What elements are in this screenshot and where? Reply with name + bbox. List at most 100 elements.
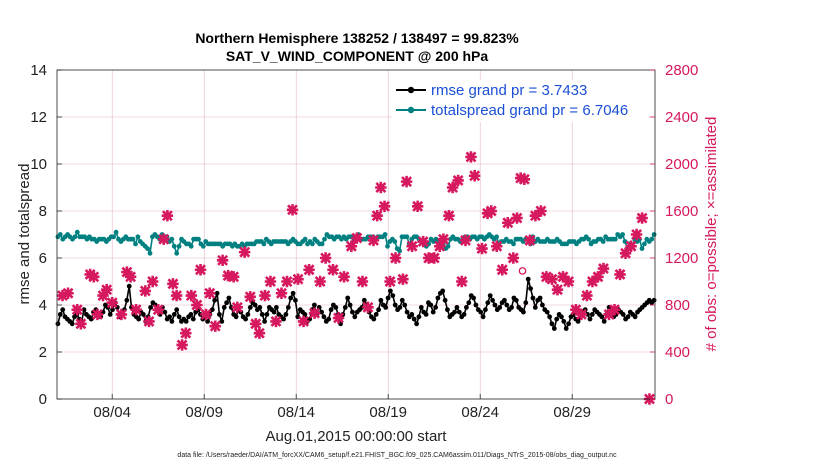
y-left-tick-label: 0 <box>39 391 47 408</box>
obs-assimilated-marker <box>367 234 380 247</box>
y-right-tick-label: 800 <box>665 297 690 314</box>
rmse-marker <box>293 297 298 303</box>
obs-assimilated-marker <box>437 233 450 245</box>
rmse-marker <box>224 300 230 306</box>
totalspread-marker <box>57 232 63 237</box>
obs-assimilated-marker <box>115 308 128 321</box>
obs-assimilated-marker <box>378 200 391 212</box>
obs-assimilated-marker <box>608 304 621 316</box>
rmse-marker <box>388 288 393 294</box>
obs-assimilated-marker <box>351 232 363 244</box>
rmse-marker <box>454 305 460 310</box>
y-right-tick-label: 0 <box>665 391 673 408</box>
x-tick-label: 08/14 <box>277 404 315 421</box>
rmse-marker <box>502 297 507 303</box>
rmse-marker <box>554 316 560 322</box>
obs-assimilated-marker <box>535 205 547 217</box>
obs-assimilated-marker <box>139 285 152 297</box>
y-right-tick-label: 400 <box>665 344 690 361</box>
obs-assimilated-marker <box>161 210 174 222</box>
obs-assimilated-marker <box>491 240 503 252</box>
obs-assimilated-marker <box>614 268 626 281</box>
obs-assimilated-marker <box>227 271 240 283</box>
obs-assimilated-marker <box>406 240 418 252</box>
rmse-marker <box>171 312 177 317</box>
rmse-marker <box>385 295 391 301</box>
rmse-marker <box>126 283 132 289</box>
obs-assimilated-marker <box>327 264 339 276</box>
rmse-marker <box>347 302 353 308</box>
totalspread-marker <box>188 243 194 249</box>
rmse-marker <box>466 300 472 306</box>
rmse-marker <box>561 319 567 324</box>
rmse-marker <box>490 297 495 303</box>
y-left-tick-label: 8 <box>39 203 47 220</box>
obs-assimilated-marker <box>502 217 514 229</box>
rmse-marker <box>473 302 479 308</box>
obs-assimilated-marker <box>446 181 459 194</box>
obs-assimilated-marker <box>204 287 216 299</box>
obs-assimilated-marker <box>158 233 170 245</box>
rmse-marker <box>433 305 438 310</box>
rmse-marker <box>321 314 327 320</box>
obs-assimilated-marker <box>581 289 593 302</box>
obs-assimilated-marker <box>152 304 164 316</box>
obs-assimilated-marker <box>209 320 221 332</box>
obs-assimilated-marker <box>411 200 424 212</box>
y-right-tick-label: 2000 <box>665 156 698 173</box>
obs-assimilated-marker <box>308 307 321 319</box>
rmse-marker <box>478 309 484 315</box>
obs-assimilated-marker <box>259 289 271 302</box>
rmse-marker <box>589 312 595 317</box>
obs-assimilated-marker <box>562 275 575 288</box>
chart-title-line2: SAT_V_WIND_COMPONENT @ 200 hPa <box>226 48 489 64</box>
obs-assimilated-marker <box>167 278 179 290</box>
rmse-marker <box>445 307 450 313</box>
rmse-marker <box>264 312 270 317</box>
obs-assimilated-marker <box>286 204 299 216</box>
y-left-tick-label: 14 <box>30 62 47 79</box>
legend-totalspread-marker <box>407 106 415 114</box>
obs-assimilated-marker <box>557 271 569 283</box>
rmse-marker <box>471 295 476 301</box>
obs-assimilated-marker <box>465 151 477 163</box>
rmse-marker <box>252 302 258 308</box>
rmse-marker <box>528 286 533 291</box>
totalspread-marker <box>200 243 206 249</box>
rmse-marker <box>361 297 367 303</box>
legend-rmse-marker <box>407 86 415 94</box>
rmse-marker <box>416 314 422 320</box>
rmse-marker <box>402 302 408 308</box>
rmse-marker <box>601 319 607 324</box>
totalspread-marker <box>72 234 78 240</box>
rmse-marker <box>521 309 526 315</box>
rmse-marker <box>319 309 324 315</box>
rmse-marker <box>271 309 277 315</box>
obs-assimilated-marker <box>231 301 244 314</box>
x-tick-label: 08/04 <box>93 404 131 421</box>
totalspread-marker <box>612 236 618 242</box>
rmse-marker <box>148 305 154 310</box>
obs-assimilated-marker <box>253 327 266 339</box>
y-left-tick-label: 4 <box>39 297 47 314</box>
obs-assimilated-marker <box>264 275 277 288</box>
obs-assimilated-marker <box>200 308 212 321</box>
y-right-tick-label: 1600 <box>665 203 698 220</box>
obs-assimilated-marker <box>592 271 604 283</box>
rmse-marker <box>456 309 462 315</box>
rmse-marker <box>383 305 389 310</box>
totalspread-marker <box>196 236 201 242</box>
totalspread-marker <box>133 241 138 247</box>
rmse-marker <box>442 297 448 303</box>
rmse-marker <box>492 302 498 308</box>
totalspread-marker <box>310 241 315 247</box>
obs-assimilated-marker <box>400 175 413 188</box>
obs-assimilated-marker <box>270 315 282 328</box>
obs-assimilated-marker <box>362 301 374 314</box>
obs-assimilated-marker <box>511 212 523 224</box>
legend-totalspread-label: totalspread grand pr = 6.7046 <box>431 102 628 119</box>
obs-assimilated-marker <box>170 289 183 302</box>
obs-assimilated-marker <box>546 273 558 285</box>
rmse-marker <box>257 305 263 310</box>
x-tick-label: 08/19 <box>369 404 407 421</box>
